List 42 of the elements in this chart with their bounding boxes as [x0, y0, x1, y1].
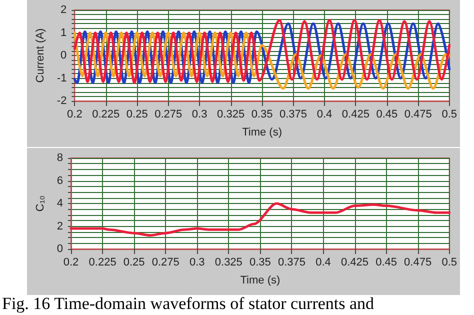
x-tick-label: 0.3	[189, 256, 205, 268]
y-tick-label: 1	[60, 26, 67, 39]
y-tick-label: 2	[56, 220, 64, 232]
y-tick-label: 4	[56, 198, 64, 210]
x-axis-title: Time (s)	[240, 274, 280, 286]
x-tick-label: 0.2	[67, 108, 82, 120]
x-tick-label: 0.35	[249, 256, 271, 268]
x-axis-title: Time (s)	[242, 126, 282, 138]
x-tick-label: 0.425	[342, 108, 370, 120]
x-tick-label: 0.475	[404, 256, 432, 268]
x-tick-label: 0.325	[214, 256, 242, 268]
y-tick-label: -1	[56, 72, 67, 84]
x-tick-label: 0.225	[88, 256, 116, 268]
x-tick-label: 0.425	[341, 256, 369, 268]
x-tick-label: 0.5	[442, 108, 458, 120]
y-tick-label: 0	[56, 243, 64, 255]
x-tick-label: 0.45	[376, 256, 398, 268]
x-tick-label: 0.25	[126, 108, 148, 120]
x-tick-label: 0.45	[376, 108, 398, 120]
y-tick-label: 8	[56, 152, 64, 164]
y-tick-label: 0	[60, 50, 67, 62]
x-tick-label: 0.35	[251, 108, 273, 120]
y-tick-label: -2	[56, 95, 67, 107]
y-axis-title: C₁₀	[34, 195, 46, 212]
x-tick-label: 0.275	[154, 108, 182, 120]
x-tick-label: 0.4	[316, 108, 332, 120]
x-tick-label: 0.325	[217, 108, 245, 120]
y-tick-label: 2	[60, 4, 67, 16]
x-tick-label: 0.3	[192, 108, 208, 120]
y-tick-label: 6	[56, 174, 64, 187]
x-tick-label: 0.375	[278, 256, 306, 268]
x-tick-label: 0.2	[63, 256, 79, 268]
x-tick-label: 0.375	[279, 108, 308, 120]
x-tick-label: 0.25	[123, 256, 145, 268]
x-tick-label: 0.475	[404, 108, 432, 120]
x-tick-label: 0.225	[92, 108, 120, 120]
y-axis-title: Current (A)	[34, 28, 46, 83]
x-tick-label: 0.5	[442, 256, 458, 268]
x-tick-label: 0.275	[152, 256, 180, 268]
x-tick-label: 0.4	[316, 256, 331, 268]
line-series	[70, 202, 451, 237]
caption: Fig. 16 Time-domain waveforms of stator currents and	[2, 294, 374, 314]
